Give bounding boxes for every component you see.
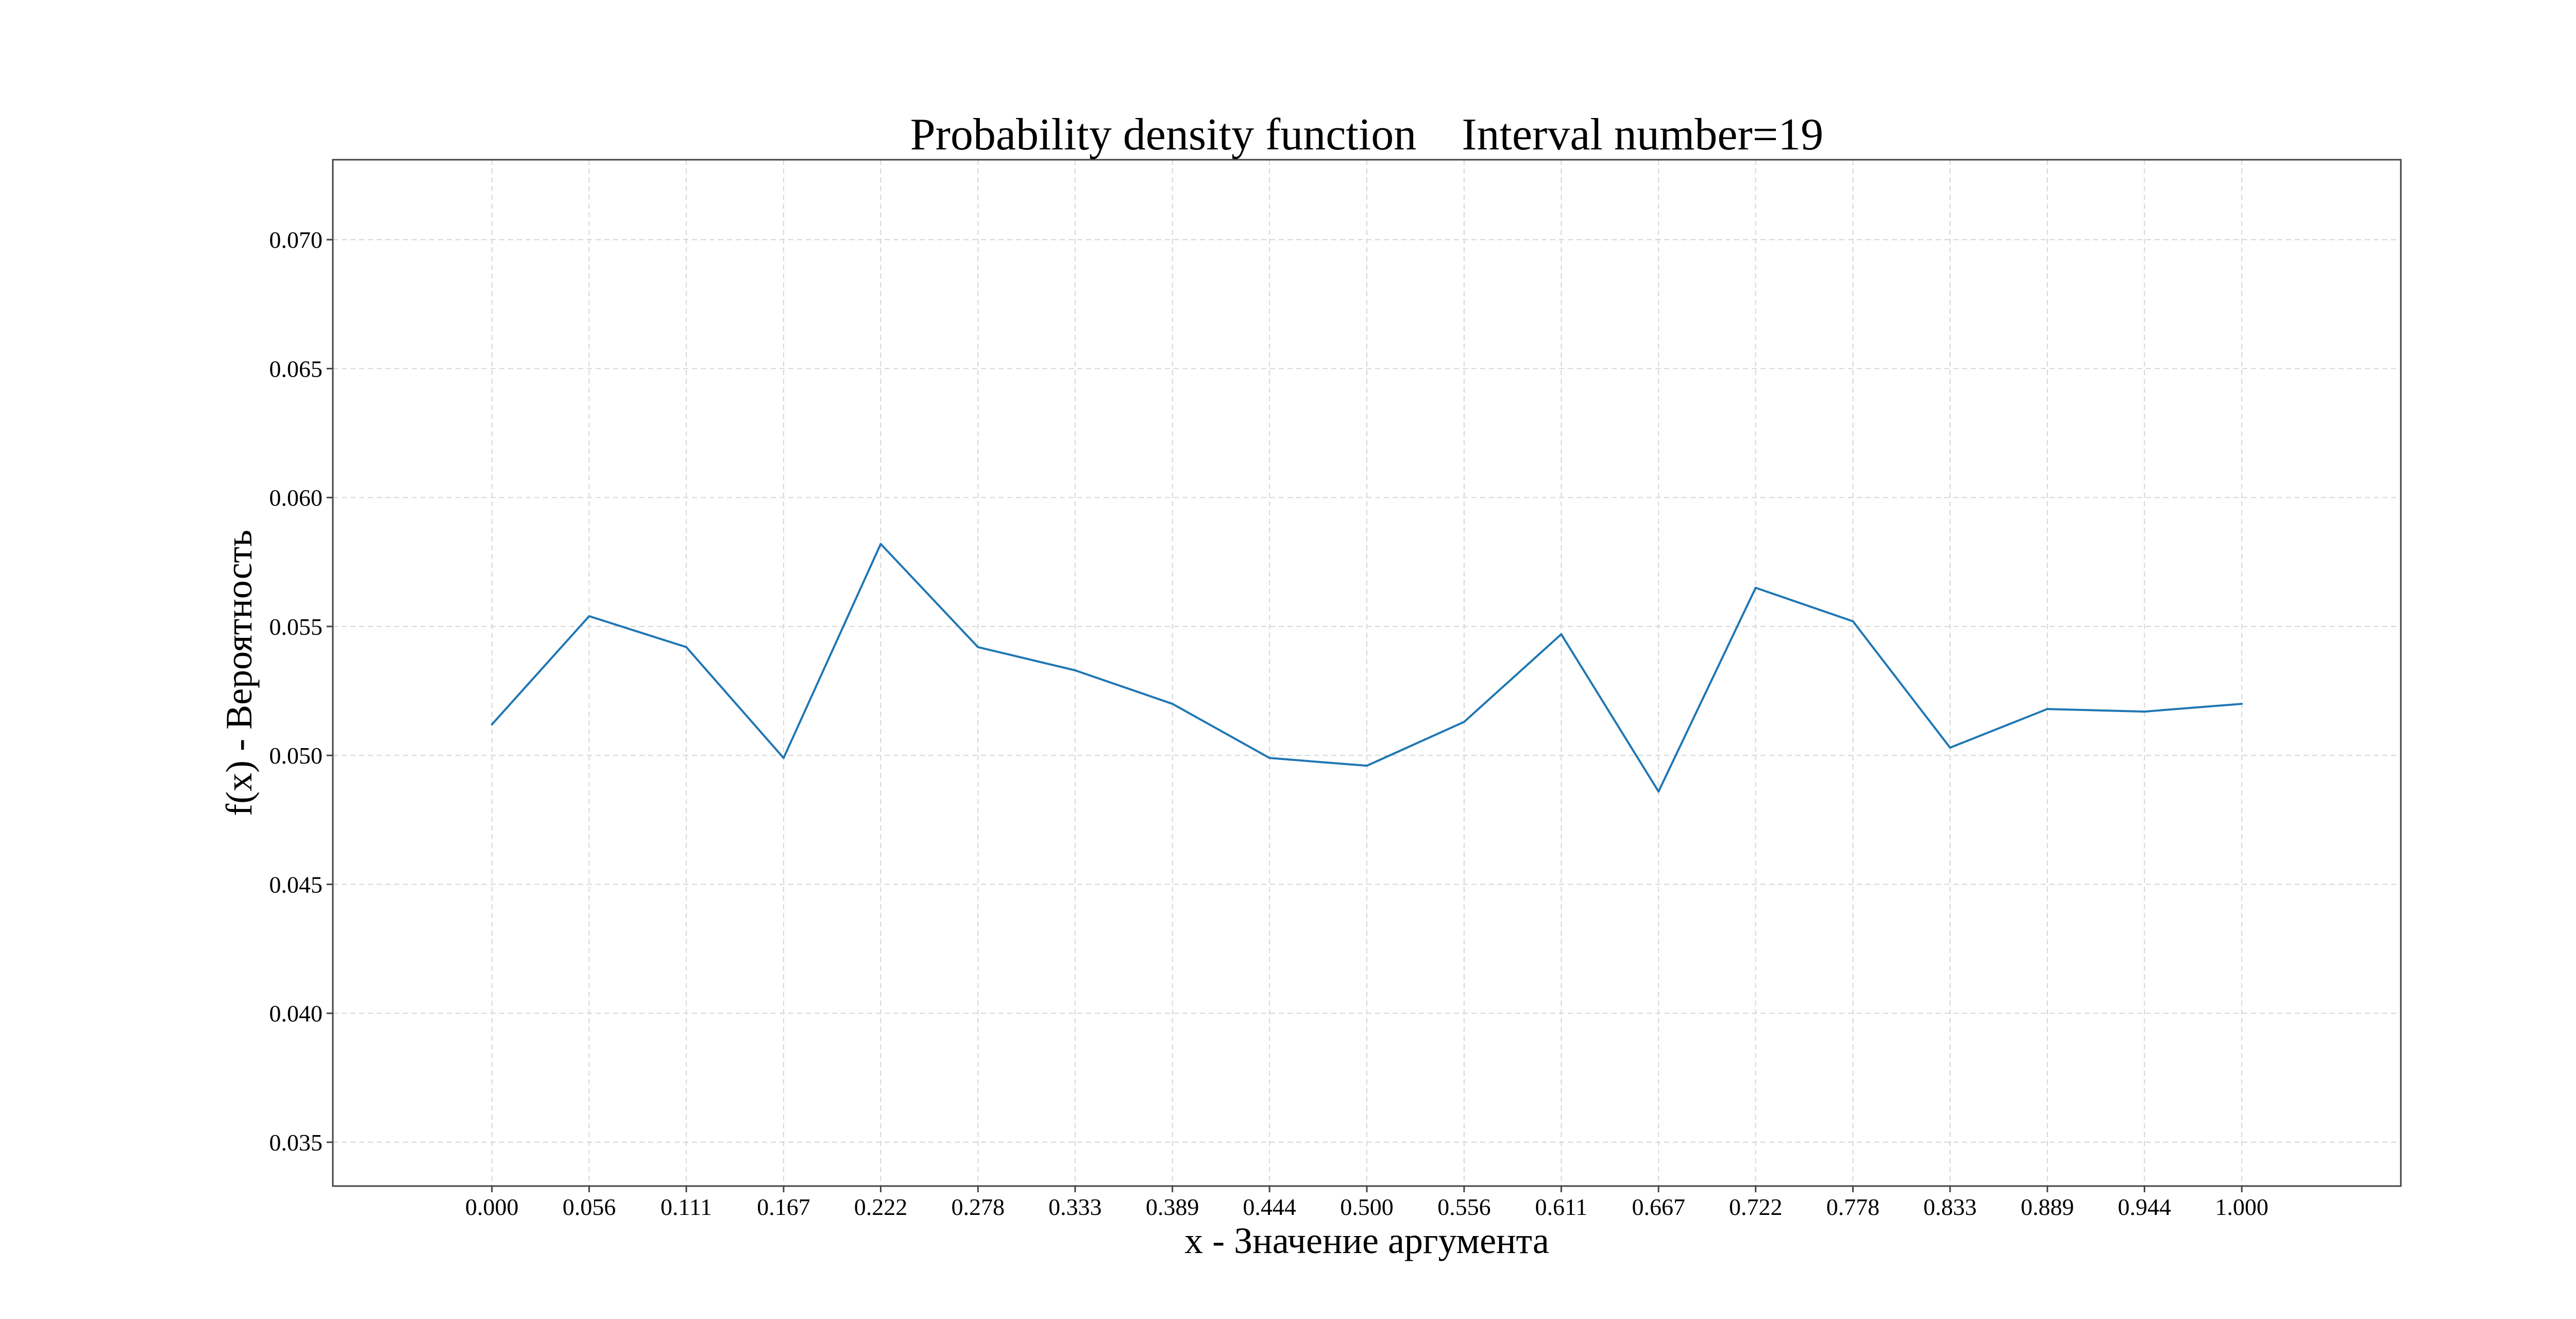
y-tick-label: 0.045 — [269, 871, 323, 898]
data-point — [1560, 633, 1563, 635]
data-point — [1463, 721, 1465, 723]
data-point — [1657, 790, 1660, 793]
data-point — [782, 757, 785, 759]
data-point — [490, 723, 493, 726]
data-point — [1366, 765, 1368, 767]
data-point — [977, 646, 979, 648]
data-point — [1268, 757, 1271, 759]
series-layer — [490, 543, 2243, 793]
x-tick-label: 1.000 — [2215, 1194, 2269, 1220]
data-point — [588, 615, 590, 617]
data-point — [1171, 703, 1174, 705]
grid-layer — [333, 160, 2401, 1186]
x-tick-label: 0.389 — [1146, 1194, 1199, 1220]
y-tick-label: 0.040 — [269, 1001, 323, 1027]
x-tick-label: 0.500 — [1340, 1194, 1394, 1220]
x-tick-label: 0.333 — [1048, 1194, 1102, 1220]
data-point — [685, 646, 688, 648]
y-tick-label: 0.070 — [269, 227, 323, 253]
x-tick-label: 0.889 — [2021, 1194, 2074, 1220]
data-point — [1852, 620, 1854, 622]
data-point — [2046, 708, 2048, 711]
x-tick-label: 0.056 — [563, 1194, 616, 1220]
chart-title: Probability density function Interval nu… — [910, 110, 1824, 160]
x-tick-label: 0.222 — [854, 1194, 908, 1220]
data-point — [2143, 711, 2146, 713]
y-tick-label: 0.055 — [269, 614, 323, 640]
x-tick-label: 0.444 — [1243, 1194, 1296, 1220]
x-axis-ticks: 0.000 0.056 0.111 0.167 0.222 0.278 0.333 0.389… — [465, 1186, 2268, 1220]
x-tick-label: 0.778 — [1826, 1194, 1880, 1220]
data-point — [1754, 586, 1757, 589]
x-tick-label: 0.722 — [1729, 1194, 1783, 1220]
data-point — [2241, 703, 2243, 705]
data-point — [1949, 747, 1952, 749]
x-tick-label: 0.000 — [465, 1194, 519, 1220]
x-tick-label: 0.167 — [757, 1194, 810, 1220]
x-axis-label: x - Значение аргумента — [1184, 1220, 1549, 1261]
x-tick-label: 0.944 — [2118, 1194, 2172, 1220]
x-tick-label: 0.556 — [1437, 1194, 1491, 1220]
x-tick-label: 0.278 — [952, 1194, 1005, 1220]
y-tick-label: 0.050 — [269, 742, 323, 769]
data-point — [1074, 669, 1076, 671]
data-point — [879, 543, 882, 545]
x-tick-label: 0.611 — [1535, 1194, 1587, 1220]
x-tick-label: 0.111 — [660, 1194, 712, 1220]
y-axis-label: f(x) - Вероятность — [218, 530, 260, 816]
y-axis-ticks: 0.035 0.040 0.045 0.050 0.055 0.060 0.065 0.070 — [269, 227, 333, 1156]
y-tick-label: 0.035 — [269, 1129, 323, 1156]
y-tick-label: 0.065 — [269, 356, 323, 382]
x-tick-label: 0.667 — [1632, 1194, 1685, 1220]
x-tick-label: 0.833 — [1923, 1194, 1977, 1220]
y-tick-label: 0.060 — [269, 485, 323, 511]
